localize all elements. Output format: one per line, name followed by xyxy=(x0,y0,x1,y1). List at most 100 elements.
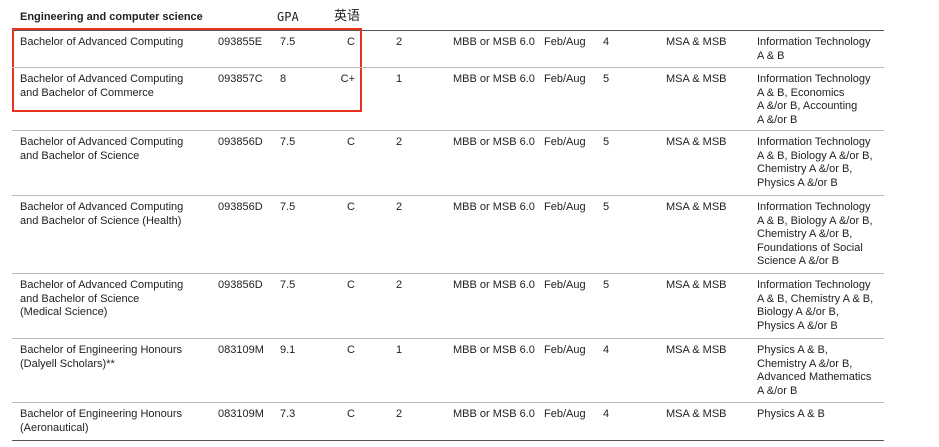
cell: 2 xyxy=(396,408,403,420)
cell-line: Foundations of Social xyxy=(757,241,863,254)
cell-line: A &/or B, Accounting xyxy=(757,100,858,113)
row-rule xyxy=(12,338,884,339)
cell-line: A & B xyxy=(757,49,785,62)
cell: C xyxy=(347,36,355,48)
cell: Feb/Aug xyxy=(544,73,586,85)
cell-line: A &/or B xyxy=(757,384,798,397)
cell-line: A & B, Economics xyxy=(757,86,845,99)
cell: 2 xyxy=(396,201,403,213)
cell: MBB or MSB 6.0 xyxy=(453,73,535,85)
cell-line: Physics A &/or B xyxy=(757,319,838,332)
cell: 2 xyxy=(396,136,403,148)
cell: 2 xyxy=(396,36,403,48)
cell-line: Information Technology xyxy=(757,73,871,85)
cell-line: Bachelor of Advanced Computing xyxy=(20,201,184,213)
cell-line: and Bachelor of Science xyxy=(20,292,140,305)
cell: C xyxy=(347,408,355,420)
cell: C xyxy=(347,201,355,213)
cell: 093856D xyxy=(218,279,263,291)
cell-line: Bachelor of Advanced Computing xyxy=(20,279,184,291)
highlight-box xyxy=(12,28,362,112)
cell: MSA & MSB xyxy=(666,201,727,213)
cell-line: Advanced Mathematics xyxy=(757,371,872,384)
cell-line: Bachelor of Advanced Computing xyxy=(20,73,184,85)
table-bottom-rule xyxy=(12,440,884,441)
cell: 093857C xyxy=(218,73,263,85)
cell-line: Bachelor of Advanced Computing xyxy=(20,136,184,148)
cell: C+ xyxy=(340,73,355,85)
cell-line: A &/or B xyxy=(757,113,798,126)
cell: MSA & MSB xyxy=(666,136,727,148)
cell: C xyxy=(347,136,355,148)
cell: 7.5 xyxy=(280,201,296,213)
cell-line: Information Technology xyxy=(757,279,871,291)
annotation: 英语 xyxy=(334,8,361,23)
cell: MSA & MSB xyxy=(666,344,727,356)
cell: MSA & MSB xyxy=(666,408,727,420)
cell: 083109M xyxy=(218,408,264,420)
cell: C xyxy=(347,279,355,291)
annotation: GPA xyxy=(277,10,299,24)
cell: 7.3 xyxy=(280,408,296,420)
cell-line: Chemistry A &/or B, xyxy=(757,228,853,241)
cell: Feb/Aug xyxy=(544,201,586,213)
cell-line: Bachelor of Advanced Computing xyxy=(20,36,184,48)
cell: MSA & MSB xyxy=(666,73,727,85)
cell: 7.5 xyxy=(280,36,296,48)
cell-line: and Bachelor of Science (Health) xyxy=(20,214,182,227)
cell-line: Information Technology xyxy=(757,136,871,148)
cell: MBB or MSB 6.0 xyxy=(453,201,535,213)
cell-line: and Bachelor of Commerce xyxy=(20,86,154,99)
cell: Feb/Aug xyxy=(544,279,586,291)
cell: 5 xyxy=(603,136,610,148)
cell: 4 xyxy=(603,36,610,48)
cell: 2 xyxy=(396,279,403,291)
cell: 093856D xyxy=(218,136,263,148)
cell: Feb/Aug xyxy=(544,408,586,420)
cell-line: and Bachelor of Science xyxy=(20,149,140,162)
cell-line: Biology A &/or B, xyxy=(757,306,839,319)
cell-line: Information Technology xyxy=(757,36,871,48)
cell-line: Information Technology xyxy=(757,201,871,213)
cell: MBB or MSB 6.0 xyxy=(453,408,535,420)
cell: 7.5 xyxy=(280,136,296,148)
cell-line: Chemistry A &/or B, xyxy=(757,357,853,370)
section-title: Engineering and computer science xyxy=(20,11,203,23)
cell: 093855E xyxy=(218,36,263,48)
cell: MBB or MSB 6.0 xyxy=(453,279,535,291)
cell: 9.1 xyxy=(280,344,296,356)
cell: 4 xyxy=(603,408,610,420)
cell: 1 xyxy=(396,344,403,356)
cell-line: A & B, Biology A &/or B, xyxy=(757,214,873,227)
cell-line: Bachelor of Engineering Honours xyxy=(20,408,183,420)
cell-line: Physics A &/or B xyxy=(757,176,838,189)
cell-line: (Medical Science) xyxy=(20,306,108,319)
cell-line: (Aeronautical) xyxy=(20,421,89,434)
cell: 5 xyxy=(603,73,610,85)
cell-line: Physics A & B, xyxy=(757,344,828,356)
cell-line: A & B, Biology A &/or B, xyxy=(757,149,873,162)
cell-line: Physics A & B xyxy=(757,408,825,420)
cell-line: Chemistry A &/or B, xyxy=(757,163,853,176)
cell-line: (Dalyell Scholars)** xyxy=(20,357,115,370)
cell: 8 xyxy=(280,73,287,85)
cell: Feb/Aug xyxy=(544,36,586,48)
cell: MSA & MSB xyxy=(666,36,727,48)
row-rule xyxy=(12,195,884,196)
row-rule xyxy=(12,402,884,403)
cell-line: A & B, Chemistry A & B, xyxy=(757,292,874,305)
cell: 5 xyxy=(603,201,610,213)
cell: MBB or MSB 6.0 xyxy=(453,36,535,48)
row-rule xyxy=(12,130,884,131)
cell: 5 xyxy=(603,279,610,291)
cell: 4 xyxy=(603,344,610,356)
cell: MBB or MSB 6.0 xyxy=(453,136,535,148)
cell: MSA & MSB xyxy=(666,279,727,291)
cell: 1 xyxy=(396,73,403,85)
cell: Feb/Aug xyxy=(544,344,586,356)
cell: 7.5 xyxy=(280,279,296,291)
row-rule xyxy=(12,67,884,68)
row-rule xyxy=(12,273,884,274)
cell: C xyxy=(347,344,355,356)
